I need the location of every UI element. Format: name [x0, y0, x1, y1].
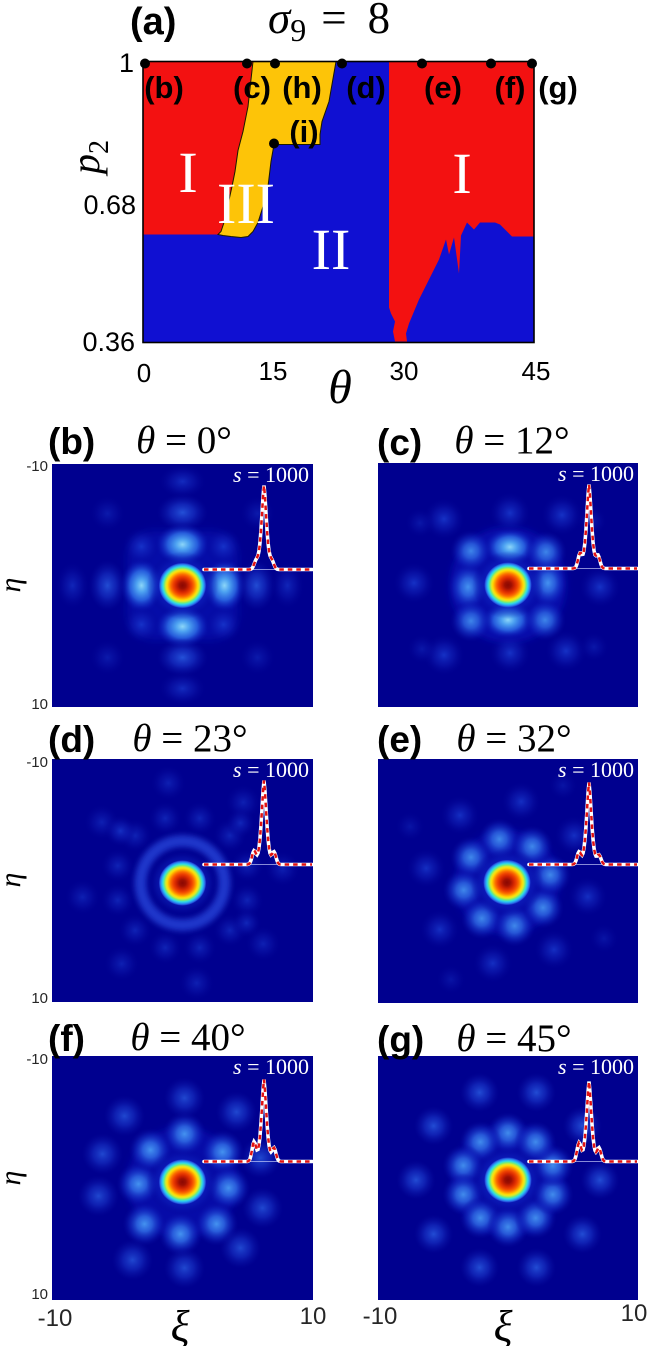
svg-text:-10: -10 — [363, 1303, 398, 1330]
svg-text:ξ: ξ — [171, 1302, 190, 1346]
svg-text:θ = 45°: θ = 45° — [456, 1017, 571, 1060]
svg-text:1: 1 — [119, 48, 134, 78]
svg-text:(b): (b) — [48, 421, 95, 462]
svg-text:I: I — [178, 140, 197, 205]
svg-text:30: 30 — [390, 356, 419, 386]
svg-text:II: II — [312, 217, 351, 282]
svg-text:σ9=8: σ9 = 8 — [268, 0, 390, 48]
svg-text:(i): (i) — [289, 114, 318, 149]
svg-text:(f): (f) — [48, 1018, 85, 1059]
svg-text:0: 0 — [137, 358, 151, 388]
svg-text:10: 10 — [31, 990, 48, 1007]
svg-text:η: η — [0, 873, 27, 888]
svg-text:s = 1000: s = 1000 — [558, 461, 634, 486]
svg-text:10: 10 — [621, 1300, 648, 1327]
svg-text:θ = 0°: θ = 0° — [136, 419, 232, 462]
svg-text:(h): (h) — [282, 70, 322, 105]
svg-text:15: 15 — [259, 356, 288, 386]
svg-text:10: 10 — [31, 696, 48, 713]
svg-text:(f): (f) — [495, 70, 526, 105]
svg-text:s = 1000: s = 1000 — [558, 757, 634, 782]
svg-text:-10: -10 — [26, 1051, 48, 1068]
svg-text:η: η — [0, 1171, 27, 1186]
svg-text:(d): (d) — [48, 719, 95, 760]
svg-text:s = 1000: s = 1000 — [233, 757, 309, 782]
svg-text:θ: θ — [328, 361, 352, 414]
svg-text:0.36: 0.36 — [82, 327, 135, 357]
svg-text:10: 10 — [31, 1286, 48, 1303]
svg-text:η: η — [0, 578, 27, 593]
svg-text:(e): (e) — [424, 70, 462, 105]
svg-text:-10: -10 — [26, 754, 48, 771]
svg-text:s = 1000: s = 1000 — [558, 1054, 634, 1079]
svg-text:s = 1000: s = 1000 — [233, 462, 309, 487]
svg-text:(g): (g) — [538, 70, 578, 105]
svg-text:ξ: ξ — [494, 1302, 513, 1346]
svg-text:θ = 23°: θ = 23° — [132, 717, 247, 760]
svg-text:I: I — [452, 141, 471, 206]
svg-text:(g): (g) — [377, 1019, 424, 1060]
svg-text:(e): (e) — [377, 719, 422, 760]
svg-text:45: 45 — [522, 356, 551, 386]
svg-text:(d): (d) — [346, 70, 386, 105]
svg-text:(b): (b) — [144, 70, 184, 105]
svg-text:θ = 12°: θ = 12° — [454, 419, 569, 462]
svg-text:(c): (c) — [233, 70, 271, 105]
svg-text:-10: -10 — [38, 1305, 73, 1332]
svg-text:-10: -10 — [26, 458, 48, 475]
svg-text:III: III — [217, 171, 275, 236]
svg-text:10: 10 — [300, 1303, 327, 1330]
svg-text:0.68: 0.68 — [83, 190, 136, 220]
svg-text:θ = 40°: θ = 40° — [130, 1016, 245, 1059]
svg-text:(c): (c) — [377, 422, 422, 463]
svg-text:s = 1000: s = 1000 — [233, 1054, 309, 1079]
svg-text:(a): (a) — [130, 1, 176, 43]
svg-text:θ = 32°: θ = 32° — [456, 717, 571, 760]
